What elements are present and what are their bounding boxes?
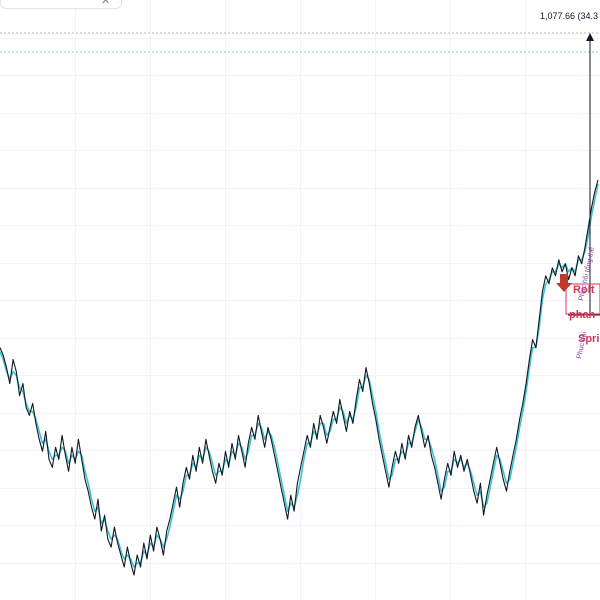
annotation-box [565, 283, 600, 315]
price-series-line [0, 179, 599, 576]
series-layer [0, 179, 599, 576]
down-arrow-marker [556, 274, 572, 292]
close-icon[interactable]: ✕ [101, 0, 111, 7]
annotation-label-2: phan [569, 309, 596, 321]
drawing-tools[interactable] [556, 33, 600, 316]
annotation-label-3: Spri [578, 333, 600, 345]
price-levels [0, 32, 600, 53]
measure-arrowhead [586, 33, 594, 41]
floating-toolbar[interactable]: ✕ [0, 0, 122, 9]
annotation-label-1: Rolt [573, 284, 595, 296]
measure-label: 1,077.66 (34.3 [540, 11, 599, 21]
